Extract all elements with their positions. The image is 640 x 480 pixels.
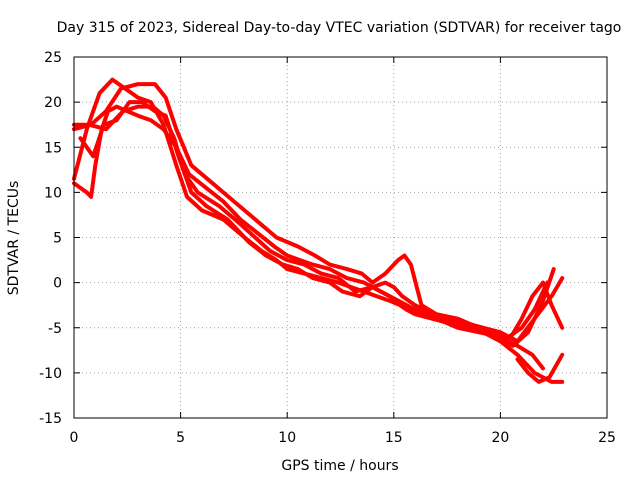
y-tick-label: 15 [44,140,62,156]
x-tick-label: 25 [598,430,616,446]
x-tick-label: 20 [491,430,509,446]
axis-ticks: 0 5 10 15 20 25 -15 -10 -5 0 5 10 15 20 25 [39,50,616,446]
x-tick-label: 15 [385,430,403,446]
series-line-track-5 [72,104,565,344]
y-tick-label: -15 [39,411,62,427]
y-tick-label: -5 [48,321,62,337]
y-axis-label: SDTVAR / TECUs [6,181,22,296]
series-line-track-1 [72,77,565,384]
y-tick-label: 10 [44,185,62,201]
y-tick-label: 0 [53,276,62,292]
y-tick-label: 25 [44,50,62,66]
series-line-track-3 [72,104,550,339]
series-line-track-2 [72,82,556,348]
x-tick-label: 10 [278,430,296,446]
series-group [72,77,565,384]
series-line-track-7 [515,352,565,384]
chart-title: Day 315 of 2023, Sidereal Day-to-day VTE… [57,20,622,36]
y-tick-label: 20 [44,95,62,111]
x-tick-label: 5 [176,430,185,446]
series-line-track-6 [509,280,565,339]
x-axis-label: GPS time / hours [281,458,398,474]
series-line-track-4 [78,100,545,371]
y-tick-label: -10 [39,366,62,382]
y-tick-label: 5 [53,231,62,247]
x-tick-label: 0 [70,430,79,446]
